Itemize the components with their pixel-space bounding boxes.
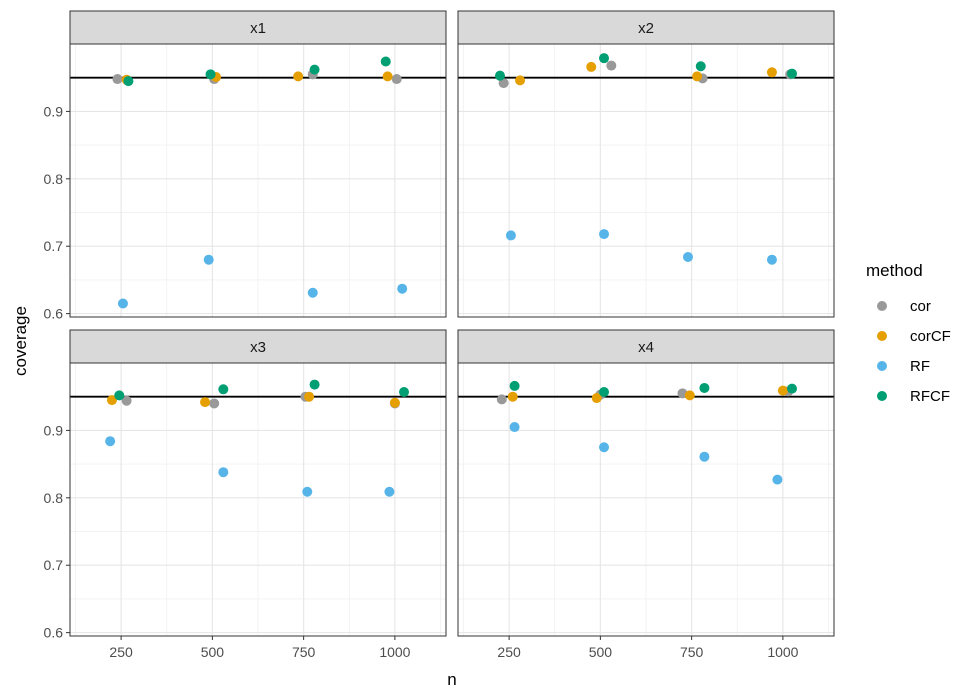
point-RFCF [205,69,216,80]
point-corCF [200,397,211,408]
panel-border [69,362,447,637]
y-tick-label: 0.8 [44,490,64,506]
panel-strip-label: x3 [250,339,266,356]
point-RF [117,298,128,309]
point-RF [599,442,610,453]
legend: method cor corCF RF RFCF [866,261,951,405]
legend-title: method [866,261,923,280]
point-RFCF [599,386,610,397]
panel-x3: x3 0.6 0.7 0.8 0.9 250 500 750 1000 [44,329,447,660]
point-corCF [389,397,400,408]
point-RFCF [309,379,320,390]
point-RF [105,436,116,447]
panel-x4: x4 250 500 750 1000 [457,329,835,660]
point-RF [699,451,710,462]
panel-x2: x2 [457,10,835,318]
point-cor [496,394,507,405]
y-tick-label: 0.8 [44,171,64,187]
point-RFCF [509,380,520,391]
y-axis-label: coverage [11,306,30,376]
point-RFCF [218,384,229,395]
point-corCF [293,71,304,82]
panel-border [457,362,835,637]
legend-key-corCF [877,331,887,341]
panel-strip-label: x2 [638,20,654,37]
legend-key-RF [877,361,887,371]
point-corCF [515,75,526,86]
x-tick-label: 750 [680,644,704,660]
x-tick-label: 750 [292,644,316,660]
point-corCF [304,391,315,402]
point-RF [599,229,610,240]
y-tick-label: 0.7 [44,238,64,254]
point-cor [498,78,509,89]
panel-border [457,43,835,318]
point-RF [397,283,408,294]
y-tick-label: 0.6 [44,625,64,641]
x-tick-label: 1000 [379,644,410,660]
point-RF [307,287,318,298]
legend-key-cor [877,301,887,311]
point-corCF [382,71,393,82]
point-corCF [777,385,788,396]
point-RFCF [695,61,706,72]
point-cor [112,74,123,85]
legend-label-cor: cor [910,298,931,315]
y-tick-label: 0.9 [44,103,64,119]
point-cor [121,395,132,406]
legend-label-corCF: corCF [910,328,951,345]
x-tick-label: 250 [109,644,133,660]
point-corCF [766,67,777,78]
point-RFCF [114,390,125,401]
point-RFCF [399,386,410,397]
point-RFCF [494,70,505,81]
point-RF [505,230,516,241]
point-RFCF [599,53,610,64]
panels-layer: x1 0.6 0.7 0.8 0.9 x2 x3 0.6 0.7 0.8 0.9 250 500 750 1… [44,10,835,660]
point-RFCF [380,56,391,67]
panel-border [69,43,447,318]
y-tick-label: 0.7 [44,557,64,573]
point-corCF [106,395,117,406]
point-RFCF [309,64,320,75]
point-cor [606,60,617,71]
point-corCF [684,390,695,401]
point-corCF [586,61,597,72]
point-RF [509,422,520,433]
point-RF [218,467,229,478]
legend-label-RF: RF [910,358,930,375]
point-RF [384,486,395,497]
point-RF [766,254,777,265]
x-tick-label: 500 [201,644,225,660]
x-tick-label: 1000 [767,644,798,660]
point-cor [391,74,402,85]
point-RF [302,486,313,497]
point-RF [682,252,693,263]
point-corCF [692,71,703,82]
panel-strip [457,329,835,364]
point-RF [772,474,783,485]
legend-label-RFCF: RFCF [910,388,950,405]
x-tick-label: 250 [497,644,521,660]
point-corCF [591,393,602,404]
panel-strip [457,10,835,45]
panel-strip [69,329,447,364]
legend-key-RFCF [877,391,887,401]
point-RFCF [699,382,710,393]
point-cor [209,398,220,409]
panel-strip-label: x1 [250,20,266,37]
y-tick-label: 0.9 [44,422,64,438]
point-corCF [507,391,518,402]
point-RFCF [787,383,798,394]
panel-strip [69,10,447,45]
point-RF [203,254,214,265]
point-RFCF [123,76,134,87]
x-axis-label: n [447,670,456,689]
x-tick-label: 500 [589,644,613,660]
panel-strip-label: x4 [638,339,654,356]
y-tick-label: 0.6 [44,306,64,322]
point-RFCF [787,68,798,79]
panel-x1: x1 0.6 0.7 0.8 0.9 [44,10,447,322]
